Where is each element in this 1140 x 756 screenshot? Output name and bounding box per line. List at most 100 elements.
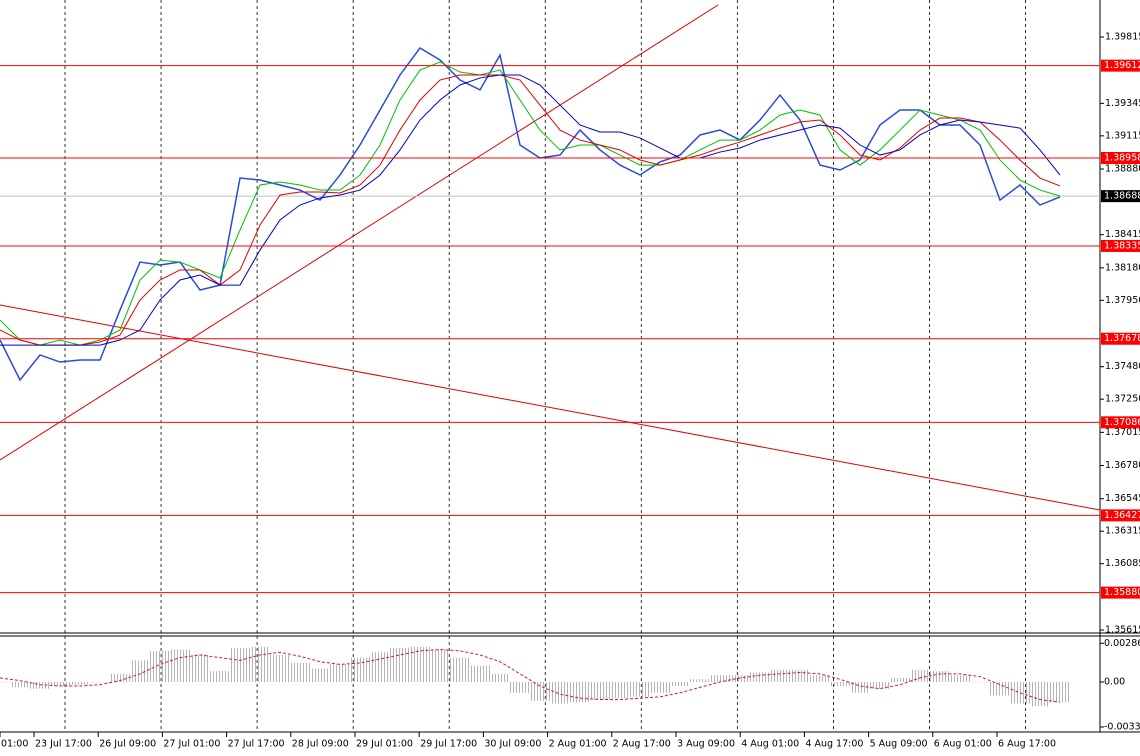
level-label: 1.37086 <box>1104 417 1140 428</box>
histogram-bar <box>10 681 30 688</box>
level-label: 1.38335 <box>1104 240 1140 251</box>
histogram-bar <box>750 672 770 682</box>
y-tick-label: 1.39115 <box>1105 130 1140 141</box>
histogram-bar <box>90 681 110 683</box>
signal-line <box>0 649 1061 703</box>
y-tick-label: 1.37480 <box>1105 361 1140 372</box>
x-tick-label: 4 Aug 01:00 <box>741 739 799 750</box>
level-label-bg <box>1101 586 1140 599</box>
histogram-bar <box>490 673 510 682</box>
x-tick-label: 28 Jul 09:00 <box>292 739 349 750</box>
histogram-bar <box>1050 681 1070 703</box>
level-label-bg <box>1101 152 1140 165</box>
histogram-bar <box>330 664 350 682</box>
histogram-bar <box>730 675 750 682</box>
x-tick-label: 29 Jul 17:00 <box>420 739 477 750</box>
osc-y-tick-label: -0.00333 <box>1104 721 1140 732</box>
level-label-bg <box>1101 332 1140 345</box>
histogram-bar <box>790 669 810 682</box>
histogram-bar <box>590 681 610 700</box>
histogram-bar <box>170 649 190 682</box>
x-tick-label: 30 Jul 09:00 <box>484 739 541 750</box>
histogram-bar <box>250 646 270 682</box>
histogram-bar <box>850 681 870 693</box>
level-label: 1.39612 <box>1104 60 1140 71</box>
current-price-label: 1.38688 <box>1104 191 1140 202</box>
histogram-bar <box>650 681 670 693</box>
x-tick-label: 27 Jul 01:00 <box>163 739 220 750</box>
histogram-bar <box>610 681 630 699</box>
histogram-bar <box>1010 681 1030 704</box>
histogram-bar <box>110 673 130 682</box>
histogram-bar <box>210 671 230 682</box>
histogram-bar <box>310 668 330 682</box>
histogram-bar <box>830 681 850 687</box>
x-tick-label: 26 Jul 09:00 <box>99 739 156 750</box>
histogram-bar <box>770 669 790 682</box>
histogram-bar <box>510 681 530 693</box>
price-line <box>0 47 1061 382</box>
y-tick-label: 1.36545 <box>1105 493 1140 504</box>
histogram-bar <box>450 657 470 682</box>
x-tick-label: 4 Aug 17:00 <box>805 739 863 750</box>
histogram-bar <box>30 681 50 689</box>
moving-average <box>0 61 1061 346</box>
histogram-bar <box>870 681 890 689</box>
histogram-bar <box>190 654 210 682</box>
histogram-bar <box>1030 681 1050 707</box>
histogram-bar <box>150 650 170 682</box>
y-tick-label: 1.36780 <box>1105 460 1140 471</box>
histogram-bar <box>910 669 930 682</box>
x-tick-label: 23 Jul 17:00 <box>35 739 92 750</box>
histogram-bar <box>230 648 250 682</box>
histogram-bar <box>890 677 910 682</box>
y-tick-label: 1.37015 <box>1105 427 1140 438</box>
level-label-bg <box>1101 59 1140 72</box>
level-label-bg <box>1101 509 1140 522</box>
histogram-bar <box>670 681 690 687</box>
level-label: 1.35880 <box>1104 587 1140 598</box>
x-tick-label: 3 Aug 09:00 <box>677 739 735 750</box>
level-label-bg <box>1101 239 1140 252</box>
histogram-bar <box>710 675 730 682</box>
histogram-bar <box>810 675 830 682</box>
histogram-bar <box>970 681 990 683</box>
histogram-bar <box>370 652 390 682</box>
histogram-bar <box>430 649 450 682</box>
x-tick-label: 2 Aug 17:00 <box>613 739 671 750</box>
histogram-bar <box>950 675 970 682</box>
histogram-bar <box>390 648 410 682</box>
histogram-bar <box>0 681 10 683</box>
moving-average <box>0 74 1061 346</box>
current-price-label-bg <box>1101 190 1140 203</box>
histogram-bar <box>50 681 70 687</box>
histogram-bar <box>630 681 650 697</box>
histogram-bar <box>530 681 550 701</box>
osc-y-tick-label: 0.002863 <box>1104 638 1140 649</box>
level-label: 1.37678 <box>1104 333 1140 344</box>
histogram-bar <box>570 681 590 703</box>
histogram-bar <box>290 663 310 682</box>
osc-y-tick-label: 0.00 <box>1104 676 1125 687</box>
level-label: 1.38958 <box>1104 153 1140 164</box>
x-tick-label: 6 Aug 01:00 <box>934 739 992 750</box>
histogram-bar <box>70 681 90 685</box>
x-tick-label: 5 Aug 09:00 <box>870 739 928 750</box>
trend-line <box>0 4 719 461</box>
x-tick-label: 27 Jul 17:00 <box>228 739 285 750</box>
y-tick-label: 1.35615 <box>1105 625 1140 636</box>
y-tick-label: 1.39815 <box>1105 31 1140 42</box>
histogram-bar <box>130 660 150 682</box>
y-tick-label: 1.36085 <box>1105 558 1140 569</box>
y-tick-label: 1.38415 <box>1105 229 1140 240</box>
x-tick-label: 2 Aug 01:00 <box>549 739 607 750</box>
y-tick-label: 1.38880 <box>1105 164 1140 175</box>
x-tick-label: 29 Jul 01:00 <box>356 739 413 750</box>
histogram-bar <box>470 665 490 682</box>
y-tick-label: 1.36315 <box>1105 526 1140 537</box>
histogram-bar <box>990 681 1010 696</box>
histogram-bar <box>350 657 370 682</box>
histogram-bar <box>930 671 950 682</box>
y-tick-label: 1.37250 <box>1105 394 1140 405</box>
